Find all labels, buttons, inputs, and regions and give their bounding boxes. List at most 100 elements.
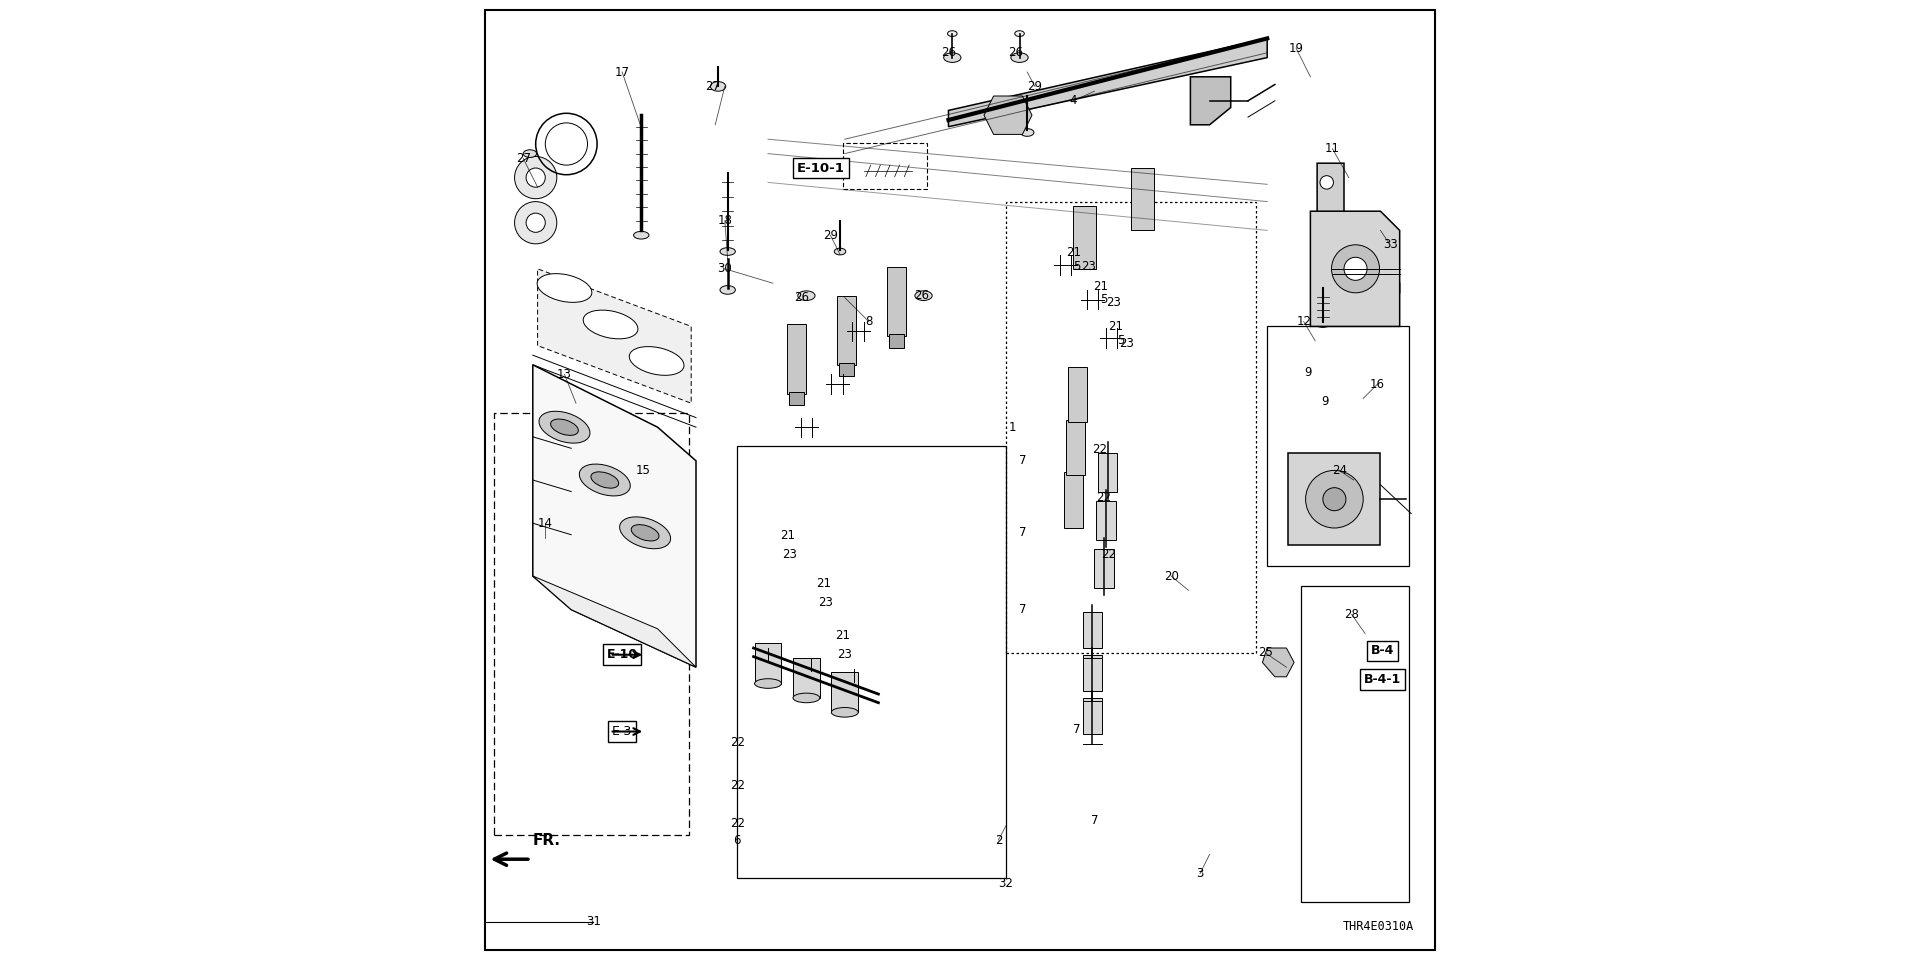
Ellipse shape [755,679,781,688]
Text: 17: 17 [614,65,630,79]
Bar [1302,586,1409,902]
Circle shape [1321,262,1332,276]
Text: 23: 23 [1106,296,1121,309]
Text: E-3: E-3 [612,725,632,738]
Ellipse shape [580,464,630,496]
Ellipse shape [630,347,684,375]
Text: 7: 7 [1091,814,1098,828]
Text: B-4: B-4 [1371,644,1394,658]
Text: 5: 5 [1117,334,1125,348]
Bar [789,392,804,405]
Polygon shape [1073,206,1096,269]
Polygon shape [948,38,1267,127]
Circle shape [1321,176,1332,189]
Ellipse shape [591,471,618,489]
Ellipse shape [793,693,820,703]
Text: 18: 18 [718,214,732,228]
Polygon shape [1064,472,1083,528]
Ellipse shape [620,516,670,549]
Text: 22: 22 [1092,443,1106,456]
Bar [1096,501,1116,540]
Bar [1267,326,1409,566]
Text: 21: 21 [835,629,851,642]
Text: 21: 21 [1092,279,1108,293]
Polygon shape [787,324,806,394]
Text: 26: 26 [941,46,956,60]
Text: 19: 19 [1288,41,1304,55]
Text: 8: 8 [866,315,872,328]
Polygon shape [1068,367,1087,422]
Text: 29: 29 [824,228,837,242]
Text: 26: 26 [914,289,929,302]
Text: 26: 26 [1008,46,1023,60]
Text: 14: 14 [538,516,553,530]
Text: 33: 33 [1382,238,1398,252]
Text: 24: 24 [1332,464,1346,477]
Bar [1006,202,1256,653]
Text: 2: 2 [995,833,1002,847]
Ellipse shape [720,286,735,295]
Bar [1083,698,1102,734]
Text: 27: 27 [516,152,530,165]
Text: 7: 7 [1020,526,1025,540]
Text: 9: 9 [1304,366,1311,379]
Text: 26: 26 [795,291,808,304]
Ellipse shape [584,310,637,339]
Text: 30: 30 [718,262,732,276]
Bar [755,643,781,684]
Ellipse shape [710,82,726,91]
Text: 23: 23 [781,548,797,562]
Text: 22: 22 [730,817,745,830]
Text: THR4E0310A: THR4E0310A [1342,920,1413,933]
Text: 22: 22 [1102,548,1116,562]
Bar [1098,453,1117,492]
Bar [843,143,927,189]
Bar [1094,549,1114,588]
Ellipse shape [1020,129,1033,136]
Text: 7: 7 [1020,603,1025,616]
Text: E-10: E-10 [607,648,637,661]
Circle shape [1344,257,1367,280]
Text: 23: 23 [1081,260,1096,274]
Polygon shape [1263,648,1294,677]
Text: 25: 25 [1258,646,1273,660]
Text: 16: 16 [1371,377,1384,391]
Ellipse shape [833,248,847,254]
Ellipse shape [720,248,735,255]
Text: 20: 20 [1164,569,1179,583]
Text: FR.: FR. [532,832,561,848]
Bar [839,363,854,376]
Polygon shape [532,576,695,667]
Polygon shape [1190,77,1231,125]
Text: 11: 11 [1325,142,1340,156]
Text: 28: 28 [1344,608,1359,621]
Circle shape [1323,488,1346,511]
Bar [1288,453,1380,545]
Polygon shape [983,96,1033,134]
Text: 9: 9 [1321,395,1329,408]
Polygon shape [1066,420,1085,475]
Text: 21: 21 [816,577,831,590]
Circle shape [526,168,545,187]
Ellipse shape [1315,320,1331,327]
Text: 7: 7 [1073,723,1081,736]
Ellipse shape [831,708,858,717]
Text: 22: 22 [730,779,745,792]
Bar [495,413,689,835]
Text: 23: 23 [1119,337,1135,350]
Text: 32: 32 [998,876,1014,890]
Bar [737,446,1006,878]
Text: 7: 7 [1020,454,1025,468]
Text: 23: 23 [818,596,833,610]
Text: 23: 23 [837,648,852,661]
Text: B-4-1: B-4-1 [1363,673,1402,686]
Polygon shape [887,267,906,336]
Text: 15: 15 [636,464,651,477]
Text: E-10-1: E-10-1 [797,161,845,175]
Polygon shape [532,365,695,667]
Polygon shape [837,296,856,365]
Text: 5: 5 [1073,260,1081,274]
Text: 21: 21 [1108,320,1123,333]
Circle shape [1332,245,1379,293]
Text: 21: 21 [780,529,795,542]
